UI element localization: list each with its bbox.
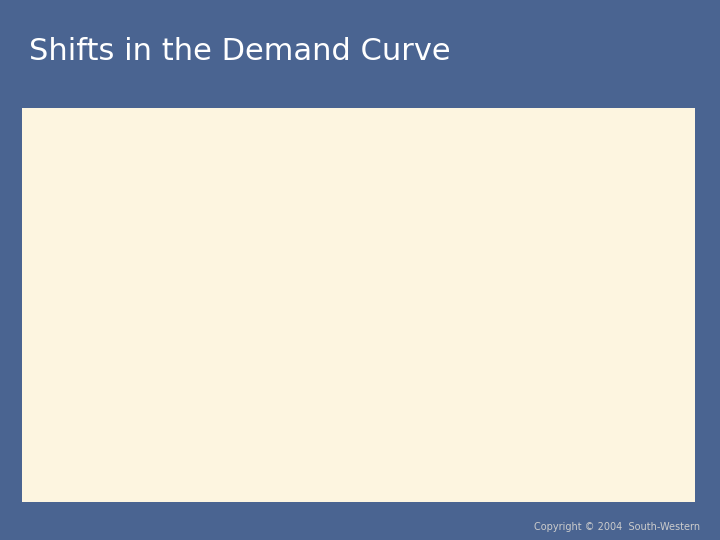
Text: •: • (28, 108, 44, 136)
Text: As income increases the demand for a: As income increases the demand for a (72, 160, 480, 180)
Text: Consumer Income: Consumer Income (50, 108, 302, 136)
Text: •: • (56, 228, 68, 248)
Text: Shifts in the Demand Curve: Shifts in the Demand Curve (29, 37, 451, 66)
Text: normal good: normal good (480, 160, 612, 180)
Text: will decrease.: will decrease. (124, 254, 274, 274)
Text: •: • (56, 160, 68, 180)
Text: inferior: inferior (493, 228, 568, 248)
Text: As income increases the demand for an: As income increases the demand for an (72, 228, 493, 248)
Text: will increase.: will increase. (72, 186, 208, 206)
Text: Copyright © 2004  South-Western: Copyright © 2004 South-Western (534, 522, 700, 532)
Text: good: good (72, 254, 124, 274)
